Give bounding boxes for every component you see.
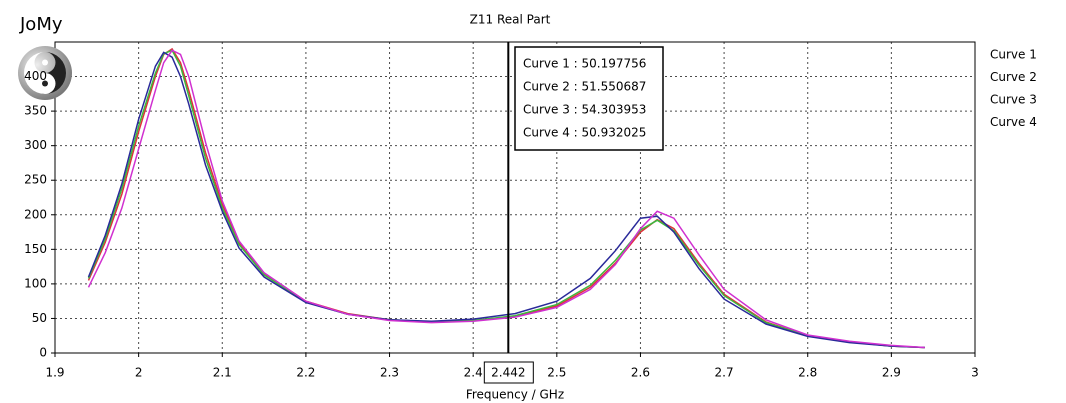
y-tick-label: 50 [32,311,47,325]
logo-dot [42,59,48,66]
readout: Curve 2 : 51.550687 [523,80,646,94]
logo: JoMy [18,14,72,100]
x-tick-label: 2 [135,366,143,380]
curve [87,49,925,349]
chart-title: Z11 Real Part [470,13,551,27]
curve [87,51,925,349]
logo-dot [42,80,48,87]
x-tick-label: 1.9 [45,366,64,380]
legend-label: Curve 2 [990,70,1037,84]
logo-text: JoMy [19,14,63,35]
x-tick-label: 2.6 [631,366,650,380]
x-tick-label: 2.3 [380,366,399,380]
x-tick-label: 2.4 [464,366,483,380]
readout: Curve 3 : 54.303953 [523,103,646,117]
readout: Curve 1 : 50.197756 [523,57,646,71]
readout-box [514,46,664,151]
x-tick-label: 3 [971,366,979,380]
x-tick-label: 2.5 [547,366,566,380]
y-tick-label: 150 [24,242,47,256]
cursor-box [483,361,534,384]
x-tick-label: 2.2 [296,366,315,380]
y-tick-label: 100 [24,276,47,290]
x-tick-label: 2.9 [882,366,901,380]
y-tick-label: 0 [39,346,47,360]
y-tick-label: 350 [24,104,47,118]
cursor-label: 2.442 [491,366,525,380]
x-axis-label: Frequency / GHz [466,388,564,402]
x-tick-label: 2.7 [715,366,734,380]
legend-label: Curve 3 [990,93,1037,107]
x-tick-label: 2.8 [798,366,817,380]
legend-label: Curve 4 [990,115,1037,129]
readout: Curve 4 : 50.932025 [523,126,646,140]
y-tick-label: 400 [24,69,47,83]
y-tick-label: 200 [24,207,47,221]
x-tick-label: 2.1 [213,366,232,380]
y-tick-label: 300 [24,138,47,152]
legend-label: Curve 1 [990,48,1037,62]
y-tick-label: 250 [24,173,47,187]
